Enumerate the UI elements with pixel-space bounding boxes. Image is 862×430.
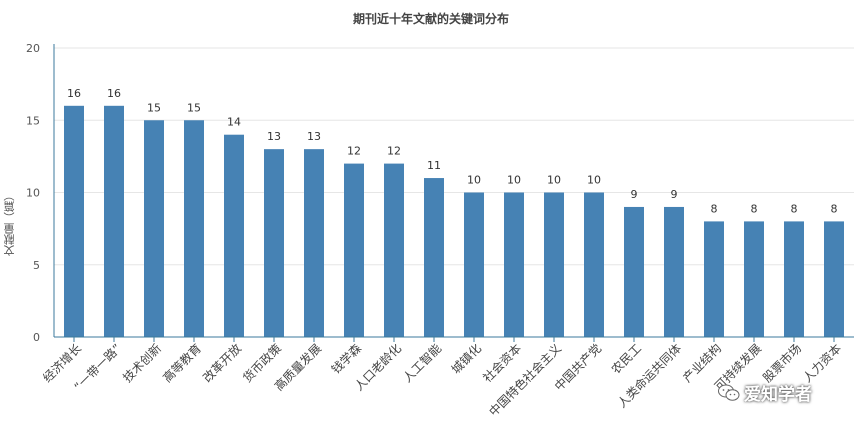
data-label: 10 [547, 174, 561, 187]
data-label: 13 [267, 130, 281, 143]
bar [344, 163, 364, 337]
bar [264, 149, 284, 337]
data-label: 15 [187, 101, 201, 114]
data-label: 9 [671, 188, 678, 201]
data-label: 16 [107, 87, 121, 100]
bar [384, 163, 404, 337]
data-label: 15 [147, 101, 161, 114]
bar [824, 221, 844, 337]
y-tick-label: 5 [33, 259, 40, 272]
bar [64, 105, 84, 337]
x-tick-label: 技术创新 [120, 341, 165, 386]
data-label: 14 [227, 116, 241, 129]
bar [704, 221, 724, 337]
y-tick-labels: 0 5 10 15 20 [26, 42, 40, 344]
bar [104, 105, 124, 337]
data-label: 8 [711, 202, 718, 215]
x-tick-label: 城镇化 [449, 341, 484, 376]
chart-title: 期刊近十年文献的关键词分布 [352, 12, 509, 26]
y-tick-label: 10 [26, 187, 40, 200]
y-tick-label: 0 [33, 331, 40, 344]
data-label: 11 [427, 159, 441, 172]
bar [744, 221, 764, 337]
data-label: 16 [67, 87, 81, 100]
bar [544, 192, 564, 337]
watermark-text: 爱知学者 [744, 385, 812, 405]
data-label: 12 [387, 145, 401, 158]
data-label: 12 [347, 145, 361, 158]
x-tick-label: 改革开放 [200, 341, 245, 386]
bar [784, 221, 804, 337]
data-label: 13 [307, 130, 321, 143]
bar [184, 120, 204, 337]
data-label: 9 [631, 188, 638, 201]
bar [144, 120, 164, 337]
watermark: 爱知学者 [718, 380, 812, 405]
data-label: 8 [831, 202, 838, 215]
data-labels: 16 16 15 15 14 13 13 12 12 11 10 10 10 10 9 9 8 8 8 8 [67, 87, 838, 216]
x-tick-label: 钱学森 [328, 341, 364, 377]
x-tick-label: 中国特色社会主义 [486, 341, 564, 419]
bars [64, 105, 844, 337]
x-tick-label: 高等教育 [160, 341, 205, 386]
y-tick-label: 20 [26, 42, 40, 55]
axes [53, 44, 854, 342]
data-label: 8 [751, 202, 758, 215]
data-label: 10 [467, 174, 481, 187]
x-tick-label: 股票市场 [760, 341, 805, 386]
data-label: 8 [791, 202, 798, 215]
x-tick-label: 人工智能 [400, 341, 445, 386]
x-tick-label: 人力资本 [800, 341, 844, 385]
bar [504, 192, 524, 337]
grid-lines [54, 47, 854, 266]
bar [624, 206, 644, 337]
wechat-icon [718, 384, 740, 401]
data-label: 10 [507, 174, 521, 187]
data-label: 10 [587, 174, 601, 187]
bar [304, 149, 324, 337]
x-tick-label: 农民工 [609, 341, 644, 376]
bar [224, 134, 244, 337]
bar [464, 192, 484, 337]
bar [424, 178, 444, 337]
bar [584, 192, 604, 337]
bar [664, 206, 684, 337]
y-tick-label: 15 [26, 114, 40, 127]
